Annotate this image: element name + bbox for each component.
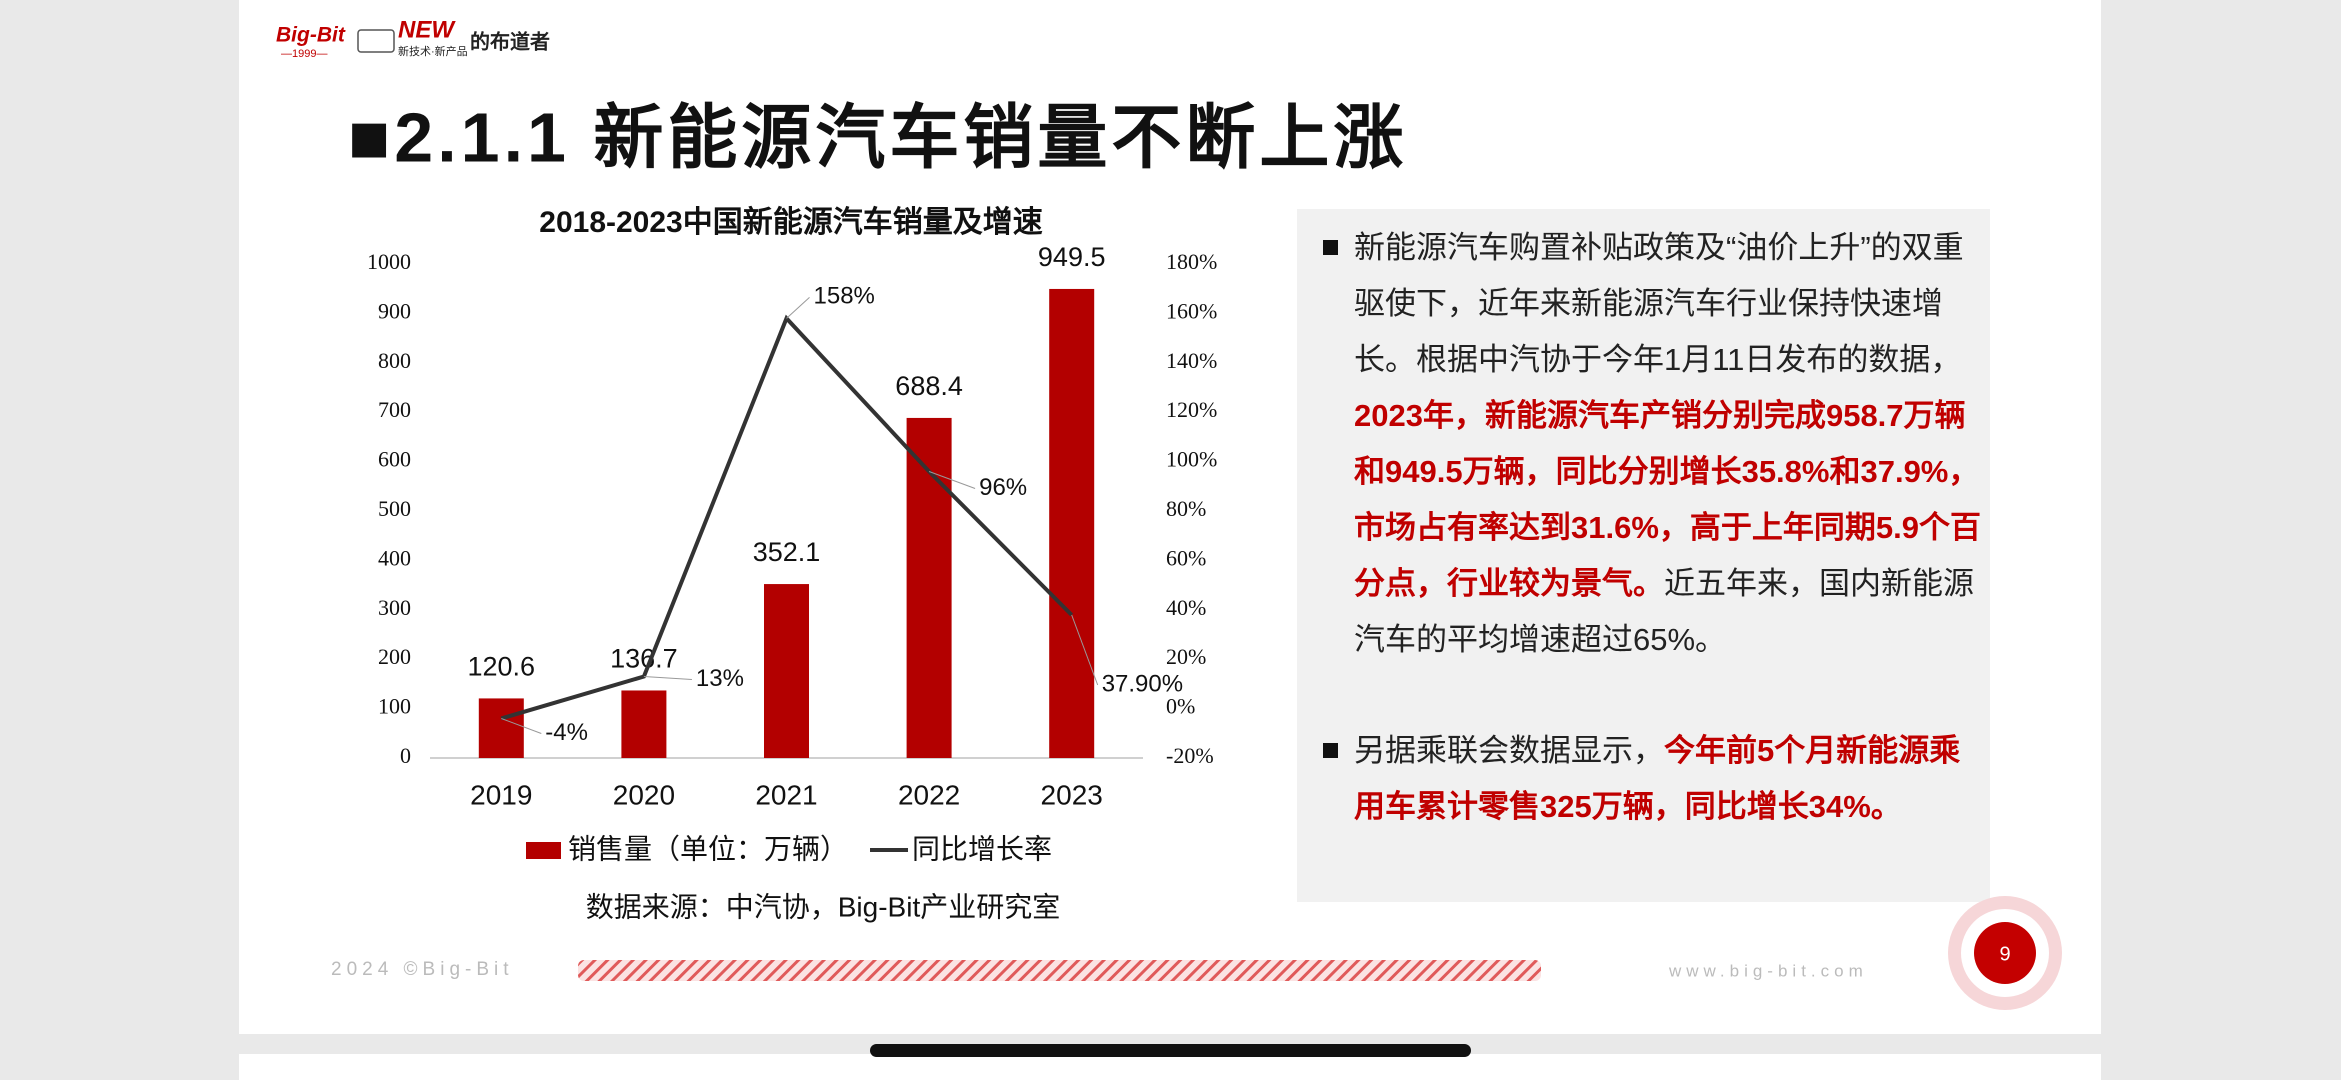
y2-tick-label: 0% xyxy=(1166,694,1195,719)
y2-tick-label: 160% xyxy=(1166,298,1217,323)
legend-label: 销售量（单位：万辆） xyxy=(568,833,848,864)
y-tick-label: 500 xyxy=(378,496,411,521)
y2-tick-label: 60% xyxy=(1166,545,1206,570)
line-value-label: 96% xyxy=(979,474,1027,501)
home-indicator xyxy=(870,1044,1471,1057)
footer-bar xyxy=(578,960,1541,981)
bar-value-label: 949.5 xyxy=(1038,242,1106,272)
y2-tick-label: 180% xyxy=(1166,249,1217,274)
leader-line xyxy=(786,296,810,319)
leader-line xyxy=(1071,614,1099,686)
line-value-label: 158% xyxy=(814,283,875,310)
legend-label: 同比增长率 xyxy=(912,833,1052,864)
y-tick-label: 1000 xyxy=(367,249,411,274)
bullet: 另据乘联会数据显示，今年前5个月新能源乘用车累计零售325万辆，同比增长34%。 xyxy=(1323,723,1988,835)
logo-year: —1999— xyxy=(281,48,327,60)
y-tick-label: 300 xyxy=(378,595,411,620)
bar xyxy=(906,417,952,758)
bar-value-label: 352.1 xyxy=(753,537,821,567)
slide-title: ■2.1.1 新能源汽车销量不断上涨 xyxy=(348,98,1407,176)
x-tick-label: 2023 xyxy=(1041,779,1103,810)
bullet-text: 新能源汽车购置补贴政策及“油价上升”的双重驱使下，近年来新能源汽车行业保持快速增… xyxy=(1354,230,1964,377)
leader-line xyxy=(501,718,542,734)
logo-brand: Big-Bit xyxy=(276,24,346,47)
chart-title: 2018-2023中国新能源汽车销量及增速 xyxy=(539,205,1042,239)
bullet-text: 另据乘联会数据显示， xyxy=(1354,733,1664,768)
logo-slogan: 的布道者 xyxy=(470,29,550,53)
logo-badge: NEW xyxy=(398,16,456,43)
chart-source: 数据来源：中汽协，Big-Bit产业研究室 xyxy=(586,891,1060,922)
bullet-list: 新能源汽车购置补贴政策及“油价上升”的双重驱使下，近年来新能源汽车行业保持快速增… xyxy=(1323,220,1991,835)
bullet-text: 2023年，新能源汽车产销分别完成958.7万辆和949.5万辆，同比分别增长3… xyxy=(1354,398,1981,601)
line-value-label: 13% xyxy=(696,665,744,692)
y-tick-label: 900 xyxy=(378,298,411,323)
y-tick-label: 400 xyxy=(378,545,411,570)
bar-value-label: 688.4 xyxy=(895,371,963,401)
y2-tick-label: 40% xyxy=(1166,595,1206,620)
y-tick-label: 700 xyxy=(378,397,411,422)
x-tick-label: 2022 xyxy=(898,779,960,810)
bullet-text: 今年前5个月新能源乘用车累计零售325万辆，同比增长34%。 xyxy=(1354,733,1961,824)
line-value-label: 37.90% xyxy=(1102,670,1183,697)
line-value-label: -4% xyxy=(545,719,588,746)
page-badge xyxy=(1974,922,2036,984)
leader-line xyxy=(928,471,976,489)
y2-tick-label: 80% xyxy=(1166,496,1206,521)
x-tick-label: 2020 xyxy=(613,779,675,810)
y2-tick-label: 140% xyxy=(1166,348,1217,373)
bar xyxy=(764,584,809,758)
bar-value-label: 136.7 xyxy=(610,644,678,674)
y2-tick-label: 100% xyxy=(1166,447,1217,472)
text-panel xyxy=(1297,209,1990,902)
y-tick-label: 100 xyxy=(378,694,411,719)
y2-tick-label: -20% xyxy=(1166,743,1214,768)
bar xyxy=(1049,288,1095,758)
y-tick-label: 200 xyxy=(378,644,411,669)
x-tick-label: 2021 xyxy=(755,779,817,810)
page-number: 9 xyxy=(1999,943,2010,965)
leader-line xyxy=(643,675,692,680)
bar-value-label: 120.6 xyxy=(468,652,536,682)
bullet: 新能源汽车购置补贴政策及“油价上升”的双重驱使下，近年来新能源汽车行业保持快速增… xyxy=(1323,220,1988,668)
y2-tick-label: 120% xyxy=(1166,397,1217,422)
x-tick-label: 2019 xyxy=(470,779,532,810)
logo-box xyxy=(357,29,395,53)
y2-tick-label: 20% xyxy=(1166,644,1206,669)
y-tick-label: 0 xyxy=(400,743,411,768)
footer-right: www.big-bit.com xyxy=(1668,961,1868,980)
next-slide xyxy=(239,1054,2101,1080)
legend-swatch xyxy=(526,842,561,859)
y-tick-label: 600 xyxy=(378,447,411,472)
y-tick-label: 800 xyxy=(378,348,411,373)
bar xyxy=(621,690,667,758)
logo-badge-sub: 新技术·新产品 xyxy=(398,44,468,58)
bar xyxy=(478,698,524,758)
bullet-text: 近五年来，国内新能源汽车的平均增速超过65%。 xyxy=(1354,566,1974,657)
footer-left: 2024 ©Big-Bit xyxy=(331,959,514,980)
